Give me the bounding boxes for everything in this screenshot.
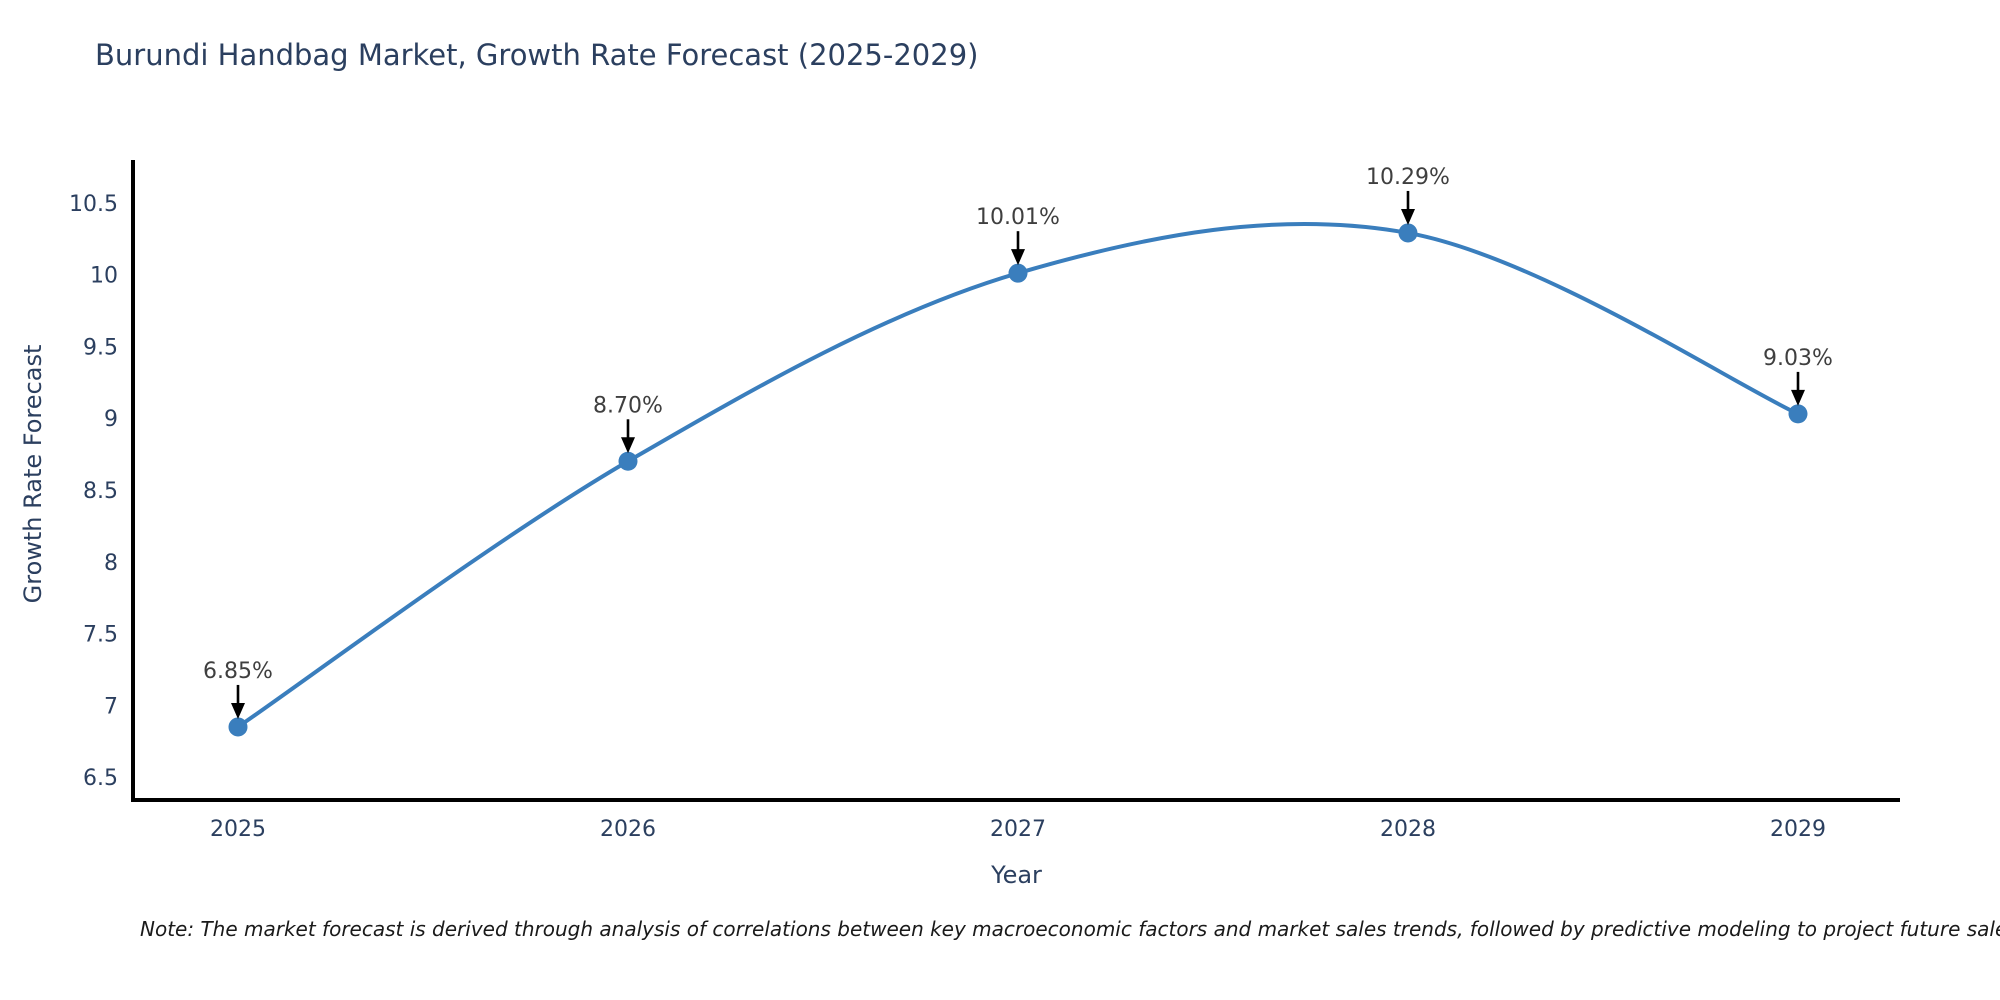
x-tick-label: 2029 (1770, 817, 1826, 842)
y-tick-label: 10.5 (69, 192, 118, 217)
y-tick-label: 6.5 (83, 766, 118, 791)
data-point-marker (618, 451, 638, 471)
footnote: Note: The market forecast is derived thr… (140, 917, 2000, 941)
point-annotation-label: 6.85% (203, 659, 273, 684)
x-tick-label: 2028 (1380, 817, 1436, 842)
annotation-arrow-head (621, 437, 635, 454)
annotation-arrow-head (1791, 389, 1805, 406)
annotation-arrow-head (1401, 208, 1415, 225)
y-tick-label: 10 (90, 264, 118, 289)
forecast-line (236, 222, 1800, 729)
point-annotation-label: 10.01% (976, 205, 1060, 230)
y-tick-label: 9 (104, 407, 118, 432)
x-tick-label: 2027 (990, 817, 1046, 842)
point-annotation-label: 8.70% (593, 393, 663, 418)
data-point-marker (1788, 404, 1808, 424)
data-point-marker (228, 717, 248, 737)
y-tick-label: 7 (104, 694, 118, 719)
x-axis-title: Year (991, 861, 1042, 889)
y-tick-label: 8 (104, 551, 118, 576)
y-tick-label: 8.5 (83, 479, 118, 504)
y-tick-label: 9.5 (83, 335, 118, 360)
annotation-arrow-head (1011, 249, 1025, 266)
data-point-marker (1398, 223, 1418, 243)
data-point-marker (1008, 263, 1028, 283)
point-annotation-label: 10.29% (1366, 165, 1450, 190)
chart-title: Burundi Handbag Market, Growth Rate Fore… (95, 38, 979, 72)
point-annotation-label: 9.03% (1763, 346, 1833, 371)
x-tick-label: 2025 (210, 817, 266, 842)
x-tick-label: 2026 (600, 817, 656, 842)
annotation-arrow-head (231, 702, 245, 719)
y-tick-label: 7.5 (83, 623, 118, 648)
